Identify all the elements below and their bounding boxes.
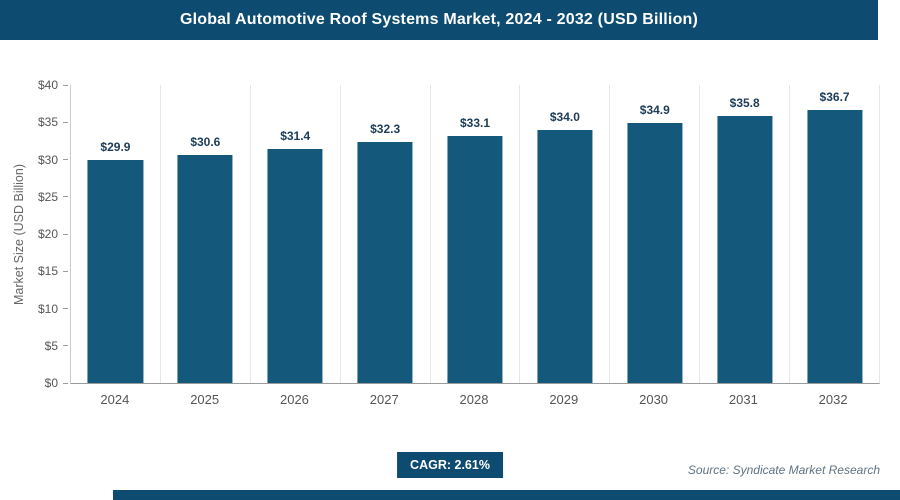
bar-value-label: $29.9 — [100, 140, 131, 155]
bar-value-label: $30.6 — [190, 135, 221, 150]
x-tick-label: 2031 — [728, 392, 758, 407]
y-tick-mark — [63, 345, 68, 347]
x-tick-label: 2024 — [100, 392, 130, 407]
bar — [177, 155, 233, 383]
bar-value-label: $31.4 — [280, 129, 311, 144]
y-tick-label: $5 — [44, 338, 58, 353]
bar-column: $29.9 — [71, 85, 160, 383]
bar — [357, 142, 413, 383]
bar-value-label: $33.1 — [459, 116, 491, 131]
x-tick-label: 2026 — [279, 392, 309, 407]
y-axis: $0 $5 $10 $15 $20 $25 $30 $35 $40 — [0, 78, 68, 390]
chart-title-bar: Global Automotive Roof Systems Market, 2… — [0, 0, 878, 40]
x-tick-label: 2029 — [549, 392, 579, 407]
cagr-badge: CAGR: 2.61% — [397, 452, 503, 478]
bar-value-label: $34.0 — [549, 109, 580, 124]
y-tick-mark — [63, 308, 68, 309]
y-tick-label: $25 — [37, 189, 58, 204]
x-axis-labels: 2024 2025 2026 2027 2028 2029 2030 2031 2032 — [70, 392, 878, 407]
bar-column: $32.3 — [339, 85, 430, 383]
bar-column: $36.7 — [789, 85, 879, 383]
bar-column: $34.9 — [609, 85, 699, 383]
x-tick-label: 2027 — [369, 392, 399, 407]
bar — [537, 129, 593, 383]
bar — [627, 123, 683, 383]
y-tick-mark — [63, 159, 68, 160]
bar — [87, 160, 143, 383]
y-tick-label: $10 — [37, 301, 58, 316]
x-tick-label: 2030 — [639, 392, 669, 407]
bar-column: $31.4 — [249, 85, 340, 383]
bar-value-label: $36.7 — [819, 89, 850, 104]
footer-accent-bar — [113, 490, 900, 500]
bar-value-label: $35.8 — [729, 96, 760, 111]
bar-value-label: $34.9 — [639, 103, 670, 117]
y-tick-mark — [63, 233, 68, 235]
bar — [807, 109, 863, 383]
y-tick-label: $35 — [37, 115, 58, 130]
y-tick-label: $40 — [37, 78, 58, 92]
bar-column: $30.6 — [159, 85, 250, 383]
y-tick-mark — [63, 121, 68, 123]
bar-column: $34.0 — [519, 85, 609, 383]
y-tick-label: $15 — [37, 264, 58, 279]
bar — [717, 116, 773, 383]
y-tick-mark — [63, 84, 68, 86]
x-tick-label: 2028 — [459, 392, 489, 407]
plot-area: $29.9 $30.6 $31.4 $32.3 $33.1 $34.0 $34.9 $35.8… — [70, 85, 880, 384]
bar-column: $35.8 — [699, 85, 789, 383]
x-tick-label: 2032 — [818, 392, 848, 407]
y-tick-label: $30 — [37, 152, 58, 167]
chart-title: Global Automotive Roof Systems Market, 2… — [179, 11, 699, 28]
x-tick-label: 2025 — [190, 392, 220, 407]
bar — [267, 149, 323, 383]
bar-value-label: $32.3 — [370, 122, 401, 137]
y-tick-mark — [63, 196, 68, 198]
y-tick-mark — [63, 382, 68, 384]
bar — [447, 136, 503, 383]
bar-column: $33.1 — [429, 85, 520, 383]
source-credit: Source: Syndicate Market Research — [687, 463, 880, 477]
y-tick-label: $0 — [44, 376, 58, 390]
y-tick-mark — [63, 270, 68, 272]
y-tick-label: $20 — [37, 227, 58, 241]
